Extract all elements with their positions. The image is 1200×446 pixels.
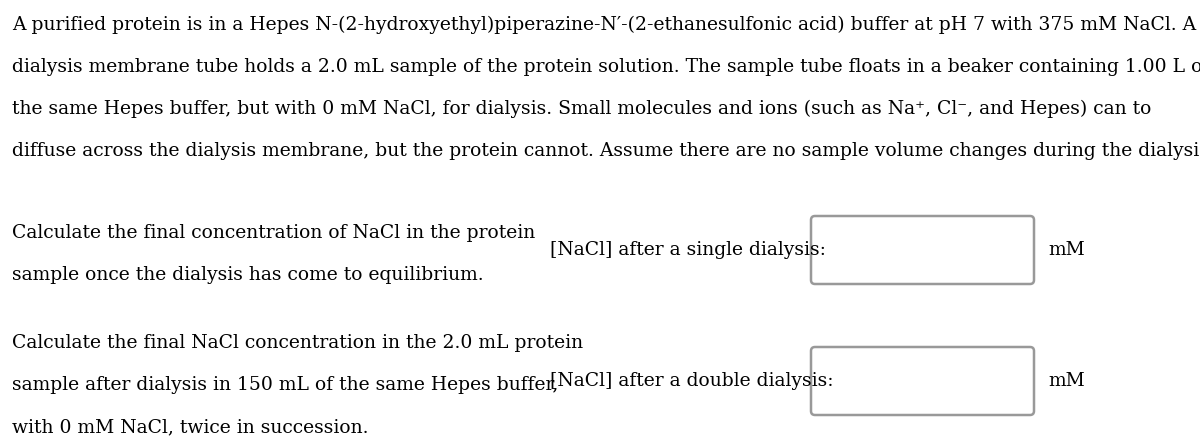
Text: with 0 mM NaCl, twice in succession.: with 0 mM NaCl, twice in succession. xyxy=(12,418,368,436)
Text: [NaCl] after a single dialysis:: [NaCl] after a single dialysis: xyxy=(550,241,826,259)
Text: sample once the dialysis has come to equilibrium.: sample once the dialysis has come to equ… xyxy=(12,266,484,284)
Text: sample after dialysis in 150 mL of the same Hepes buffer,: sample after dialysis in 150 mL of the s… xyxy=(12,376,558,394)
Text: dialysis membrane tube holds a 2.0 mL sample of the protein solution. The sample: dialysis membrane tube holds a 2.0 mL sa… xyxy=(12,58,1200,76)
Text: A purified protein is in a Hepes N-(2-hydroxyethyl)piperazine-N′-(2-ethanesulfon: A purified protein is in a Hepes N-(2-hy… xyxy=(12,16,1196,34)
Text: the same Hepes buffer, but with 0 mM NaCl, for dialysis. Small molecules and ion: the same Hepes buffer, but with 0 mM NaC… xyxy=(12,100,1151,118)
Text: mM: mM xyxy=(1048,372,1085,390)
Text: Calculate the final concentration of NaCl in the protein: Calculate the final concentration of NaC… xyxy=(12,224,535,242)
FancyBboxPatch shape xyxy=(811,347,1034,415)
Text: [NaCl] after a double dialysis:: [NaCl] after a double dialysis: xyxy=(550,372,834,390)
Text: diffuse across the dialysis membrane, but the protein cannot. Assume there are n: diffuse across the dialysis membrane, bu… xyxy=(12,142,1200,160)
Text: mM: mM xyxy=(1048,241,1085,259)
Text: Calculate the final NaCl concentration in the 2.0 mL protein: Calculate the final NaCl concentration i… xyxy=(12,334,583,352)
FancyBboxPatch shape xyxy=(811,216,1034,284)
